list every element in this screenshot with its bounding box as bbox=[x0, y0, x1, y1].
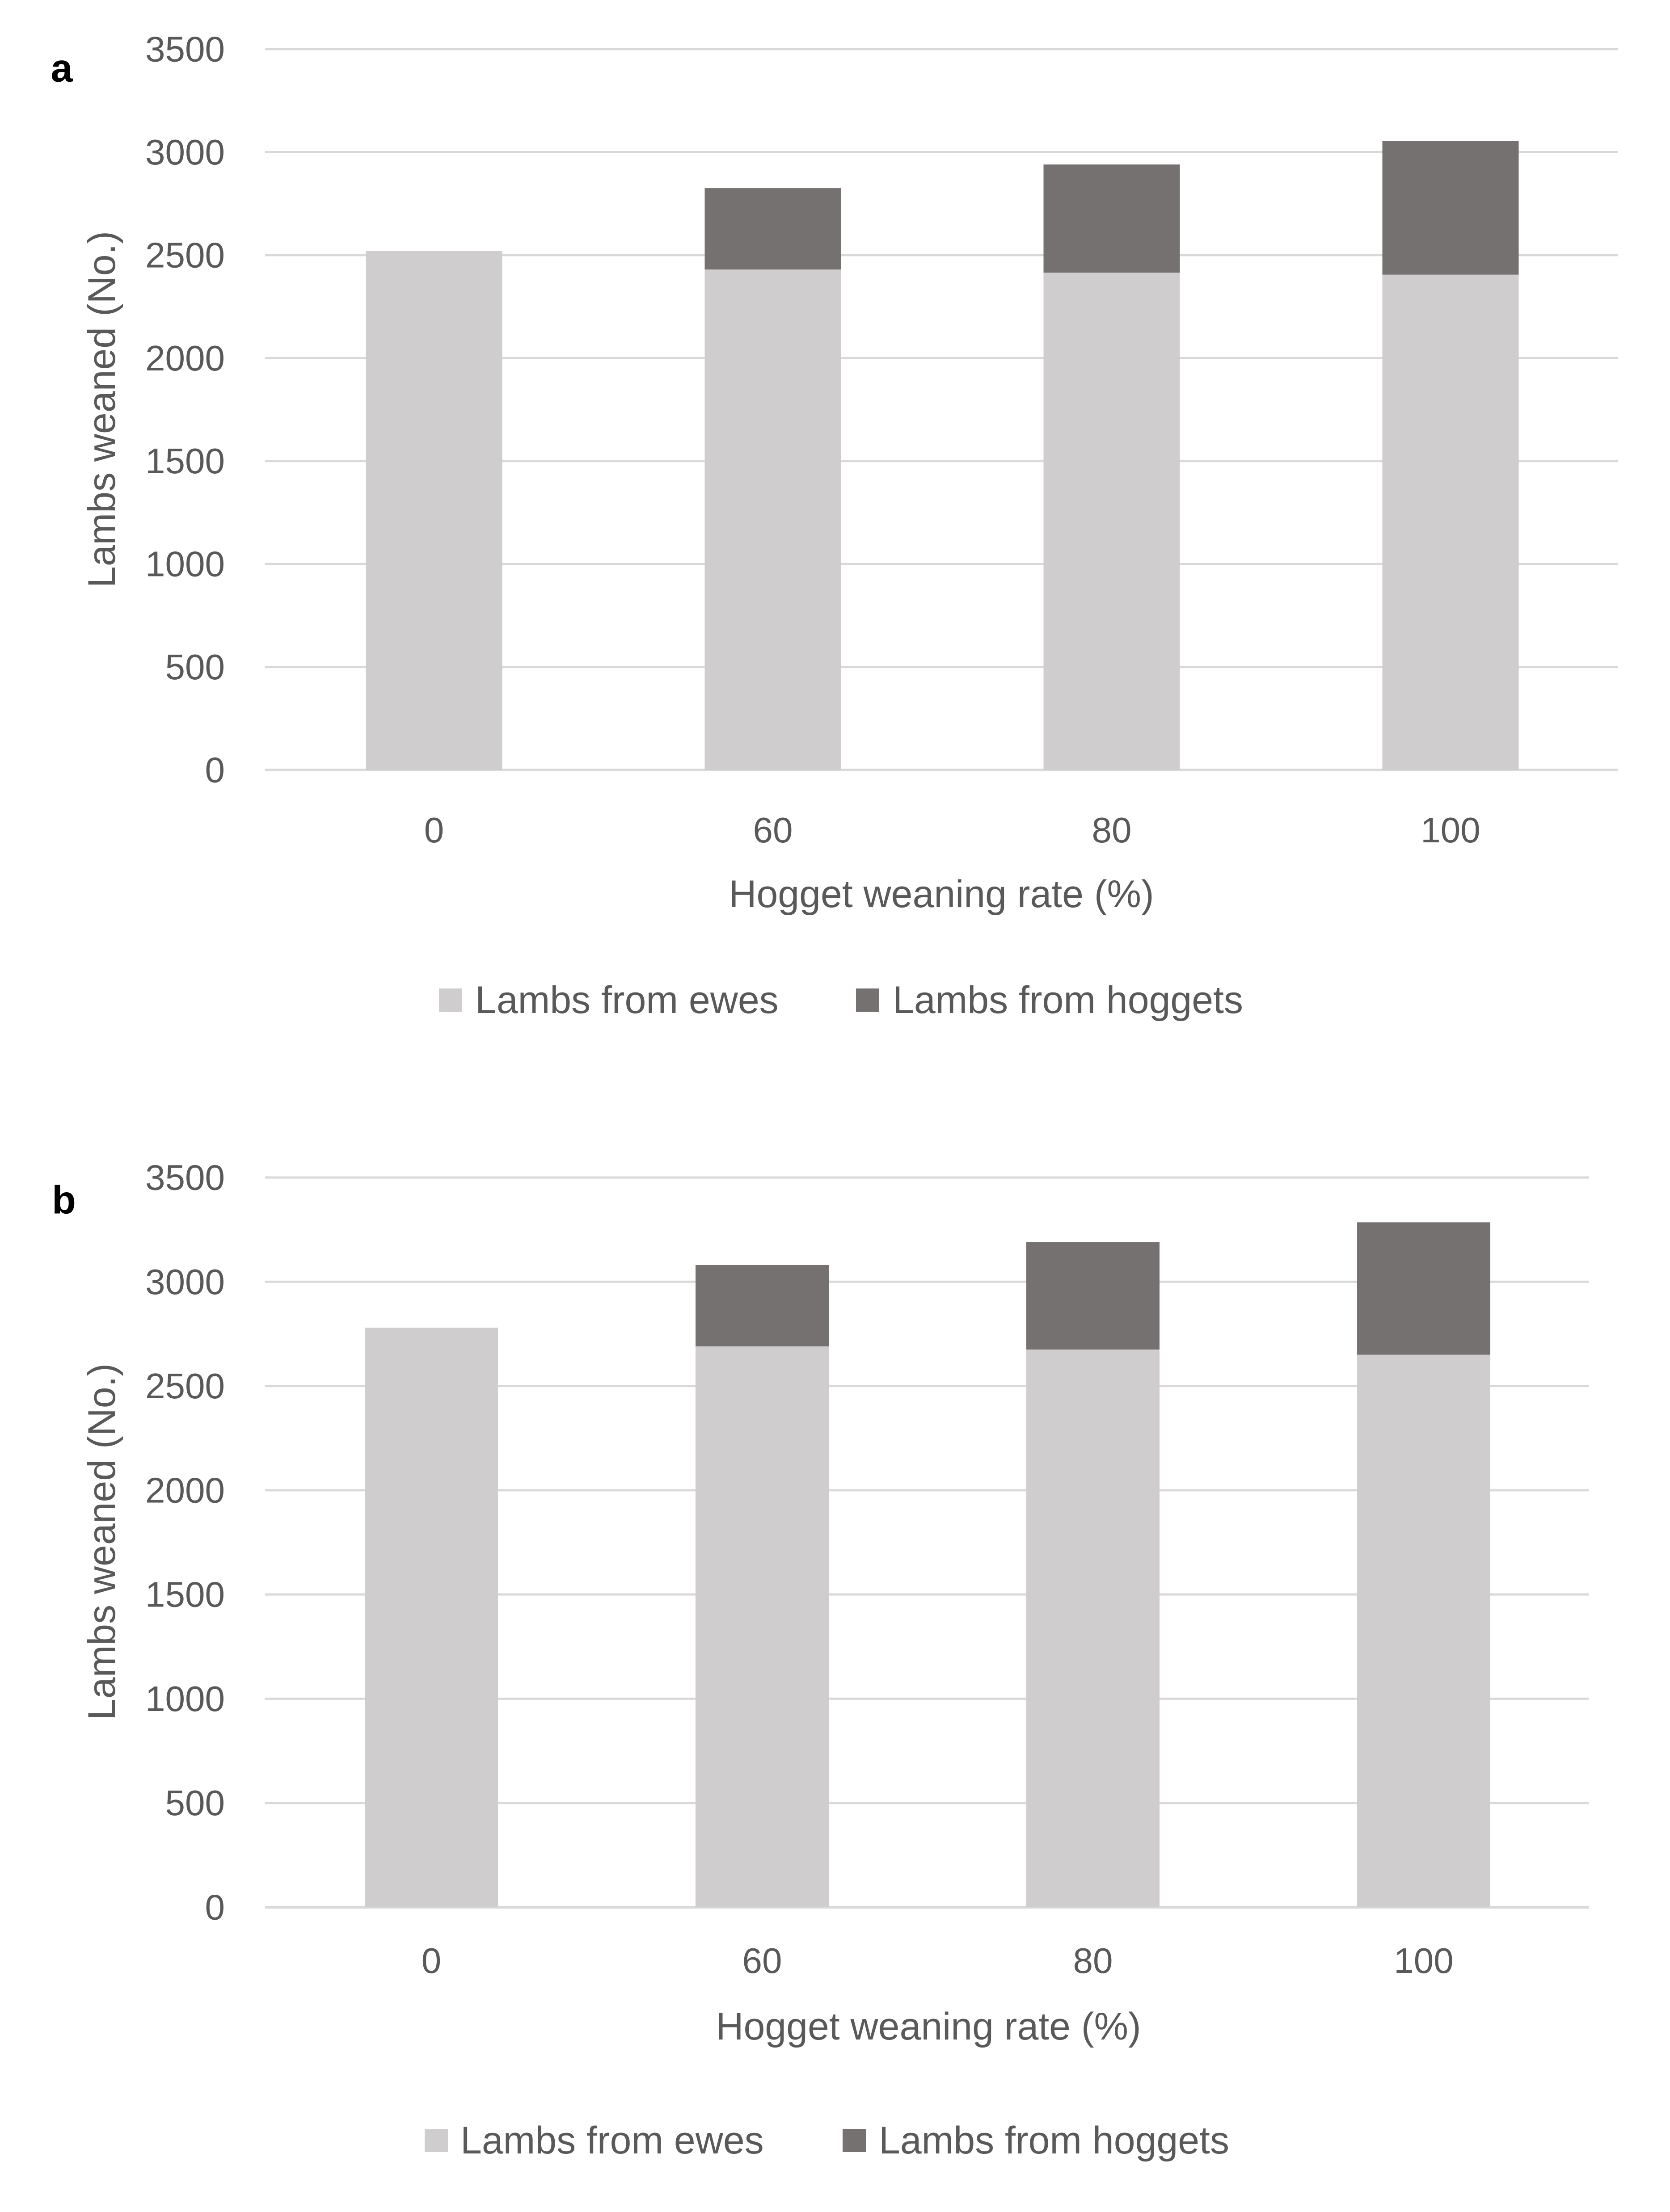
y-tick-label-0: 0 bbox=[205, 750, 225, 790]
y-axis-title: Lambs weaned (No.) bbox=[80, 1363, 123, 1720]
y-tick-label-2000: 2000 bbox=[145, 1470, 225, 1510]
bar-ewes-60 bbox=[704, 269, 841, 770]
panel-label: b bbox=[52, 1178, 76, 1222]
x-tick-label-60: 60 bbox=[742, 1941, 782, 1981]
y-axis-title: Lambs weaned (No.) bbox=[80, 231, 123, 588]
bar-hoggets-80 bbox=[1026, 1242, 1160, 1350]
bar-ewes-60 bbox=[696, 1346, 829, 1907]
y-tick-label-1000: 1000 bbox=[145, 544, 225, 584]
y-tick-label-0: 0 bbox=[205, 1888, 225, 1927]
legend-label-hoggets: Lambs from hoggets bbox=[893, 979, 1243, 1022]
y-tick-label-3500: 3500 bbox=[145, 29, 225, 69]
x-tick-label-0: 0 bbox=[424, 810, 444, 850]
bar-ewes-100 bbox=[1357, 1354, 1490, 1907]
x-tick-label-100: 100 bbox=[1421, 810, 1480, 850]
y-tick-label-500: 500 bbox=[165, 647, 225, 687]
legend-label-hoggets: Lambs from hoggets bbox=[879, 2119, 1229, 2162]
y-tick-label-1500: 1500 bbox=[145, 1575, 225, 1615]
legend-swatch-ewes bbox=[439, 988, 462, 1012]
bar-ewes-80 bbox=[1026, 1349, 1160, 1907]
bar-hoggets-100 bbox=[1357, 1222, 1490, 1355]
x-axis-title: Hogget weaning rate (%) bbox=[716, 2005, 1141, 2048]
y-tick-label-2000: 2000 bbox=[145, 338, 225, 378]
y-tick-label-1500: 1500 bbox=[145, 441, 225, 481]
bar-hoggets-60 bbox=[696, 1265, 829, 1346]
x-tick-label-80: 80 bbox=[1092, 810, 1132, 850]
chart-panel-b: 0 500 1000 1500 2000 2500 3000 3500 0 60 80 100 Hogg… bbox=[52, 1158, 1589, 2162]
y-tick-label-1000: 1000 bbox=[145, 1679, 225, 1719]
bar-hoggets-80 bbox=[1043, 164, 1180, 273]
y-tick-label-3000: 3000 bbox=[145, 1262, 225, 1302]
bar-hoggets-60 bbox=[704, 188, 841, 270]
bar-ewes-0 bbox=[366, 251, 502, 770]
legend-swatch-hoggets bbox=[843, 2129, 866, 2152]
y-tick-label-500: 500 bbox=[165, 1783, 225, 1823]
x-tick-label-100: 100 bbox=[1394, 1941, 1453, 1981]
x-tick-label-60: 60 bbox=[753, 810, 793, 850]
bar-hoggets-100 bbox=[1382, 141, 1519, 275]
bar-ewes-0 bbox=[365, 1327, 498, 1907]
y-tick-label-2500: 2500 bbox=[145, 1366, 225, 1406]
chart-panel-a: 0 500 1000 1500 2000 2500 3000 3500 0 60 80 100 Hogg… bbox=[51, 29, 1618, 1022]
legend-swatch-ewes bbox=[425, 2129, 448, 2152]
x-tick-label-0: 0 bbox=[422, 1941, 442, 1981]
x-axis-title: Hogget weaning rate (%) bbox=[729, 873, 1154, 916]
x-tick-label-80: 80 bbox=[1073, 1941, 1113, 1981]
legend-swatch-hoggets bbox=[856, 988, 879, 1012]
bar-ewes-100 bbox=[1382, 274, 1519, 770]
y-tick-label-3500: 3500 bbox=[145, 1158, 225, 1198]
panel-label: a bbox=[51, 46, 73, 90]
legend-label-ewes: Lambs from ewes bbox=[475, 979, 779, 1022]
legend-label-ewes: Lambs from ewes bbox=[460, 2119, 764, 2162]
y-tick-label-3000: 3000 bbox=[145, 132, 225, 172]
y-tick-label-2500: 2500 bbox=[145, 235, 225, 275]
bar-ewes-80 bbox=[1043, 273, 1180, 770]
